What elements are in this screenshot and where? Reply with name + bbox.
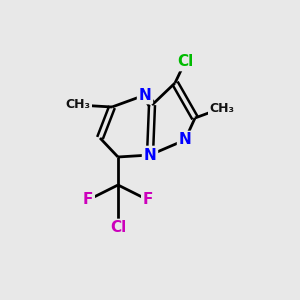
Text: N: N bbox=[139, 88, 152, 103]
Text: CH₃: CH₃ bbox=[65, 98, 91, 112]
Text: Cl: Cl bbox=[110, 220, 126, 236]
Text: Cl: Cl bbox=[177, 55, 193, 70]
Text: F: F bbox=[143, 193, 153, 208]
Text: N: N bbox=[178, 133, 191, 148]
Text: N: N bbox=[144, 148, 156, 163]
Text: CH₃: CH₃ bbox=[209, 101, 235, 115]
Text: F: F bbox=[83, 193, 93, 208]
